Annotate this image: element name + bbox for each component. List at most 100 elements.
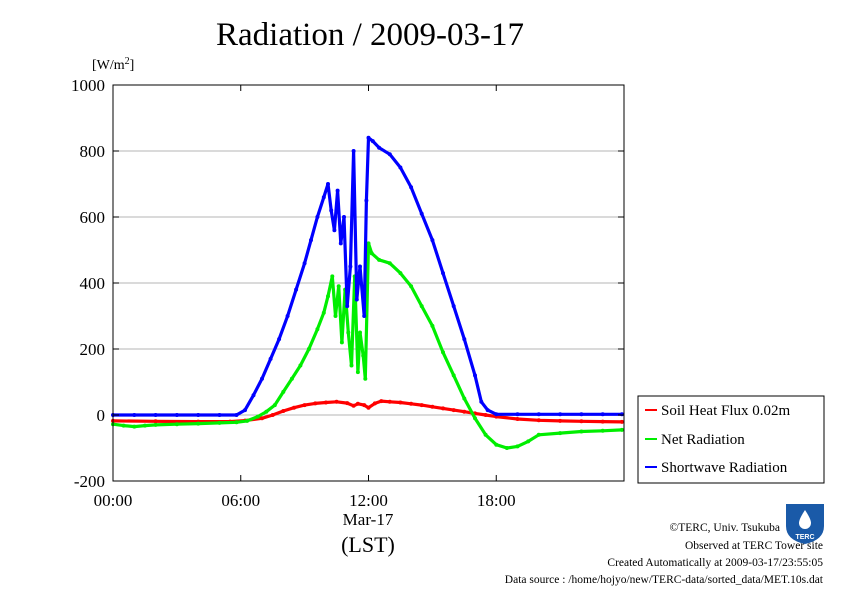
data-point-shortwave-radiation	[153, 412, 158, 417]
y-tick-label: 0	[97, 406, 106, 425]
data-point-shortwave-radiation	[440, 271, 445, 276]
data-point-soil-heat-flux-0-02m	[430, 404, 435, 409]
data-point-soil-heat-flux-0-02m	[462, 409, 467, 414]
data-point-soil-heat-flux-0-02m	[398, 400, 403, 405]
data-point-net-radiation	[504, 445, 509, 450]
data-point-soil-heat-flux-0-02m	[558, 418, 563, 423]
data-point-soil-heat-flux-0-02m	[600, 419, 605, 424]
data-point-net-radiation	[217, 420, 222, 425]
x-tick-label: 12:00	[349, 491, 388, 510]
data-point-shortwave-radiation	[398, 165, 403, 170]
data-point-soil-heat-flux-0-02m	[323, 400, 328, 405]
credit-line-created: Created Automatically at 2009-03-17/23:5…	[607, 557, 823, 569]
data-point-net-radiation	[579, 429, 584, 434]
data-point-shortwave-radiation	[366, 135, 371, 140]
data-point-net-radiation	[339, 340, 344, 345]
axis-tick-labels: -200 0 200 400 600 800 1000 00:00 06:00 12:00 18:0…	[71, 76, 516, 510]
chart-title: Radiation / 2009-03-17	[216, 17, 524, 53]
data-point-net-radiation	[451, 373, 456, 378]
data-point-net-radiation	[494, 442, 499, 447]
data-point-net-radiation	[536, 432, 541, 437]
y-unit-superscript: 2	[125, 56, 130, 67]
data-point-net-radiation	[363, 376, 368, 381]
data-point-shortwave-radiation	[294, 287, 299, 292]
data-point-net-radiation	[330, 274, 335, 279]
data-point-soil-heat-flux-0-02m	[579, 419, 584, 424]
data-point-shortwave-radiation	[354, 297, 359, 302]
data-point-shortwave-radiation	[332, 228, 337, 233]
logo-text: TERC	[795, 534, 814, 541]
data-point-shortwave-radiation	[357, 264, 362, 269]
series-line-net-radiation	[111, 241, 624, 450]
data-point-net-radiation	[483, 432, 488, 437]
data-point-soil-heat-flux-0-02m	[366, 405, 371, 410]
data-point-net-radiation	[264, 409, 269, 414]
data-point-soil-heat-flux-0-02m	[536, 418, 541, 423]
data-point-shortwave-radiation	[419, 211, 424, 216]
data-point-soil-heat-flux-0-02m	[355, 401, 360, 406]
data-point-shortwave-radiation	[579, 412, 584, 417]
data-point-net-radiation	[325, 294, 330, 299]
data-point-net-radiation	[315, 327, 320, 332]
data-point-shortwave-radiation	[351, 148, 356, 153]
data-point-soil-heat-flux-0-02m	[334, 399, 339, 404]
data-point-shortwave-radiation	[242, 408, 247, 413]
data-point-soil-heat-flux-0-02m	[291, 405, 296, 410]
legend-box	[637, 395, 825, 484]
data-point-shortwave-radiation	[362, 313, 367, 318]
y-unit-close: ]	[130, 58, 135, 73]
data-point-net-radiation	[132, 424, 137, 429]
credit-line-copyright: ©TERC, Univ. Tsukuba	[670, 522, 780, 534]
data-point-shortwave-radiation	[409, 185, 414, 190]
x-tick-label: 00:00	[94, 491, 133, 510]
data-point-net-radiation	[196, 421, 201, 426]
y-unit-base: [W/m	[92, 58, 125, 73]
data-point-shortwave-radiation	[174, 412, 179, 417]
data-point-shortwave-radiation	[430, 238, 435, 243]
y-tick-label: 400	[80, 274, 106, 293]
data-point-shortwave-radiation	[462, 337, 467, 342]
data-point-net-radiation	[398, 271, 403, 276]
data-point-soil-heat-flux-0-02m	[259, 416, 264, 421]
data-point-shortwave-radiation	[494, 412, 499, 417]
x-date-label: Mar-17	[343, 510, 394, 529]
series-line-shortwave-radiation	[111, 136, 624, 417]
data-point-net-radiation	[306, 346, 311, 351]
data-point-shortwave-radiation	[387, 152, 392, 157]
data-point-shortwave-radiation	[132, 412, 137, 417]
data-point-net-radiation	[153, 422, 158, 427]
x-tick-label: 06:00	[221, 491, 260, 510]
axis-ticks	[112, 84, 624, 482]
data-point-net-radiation	[440, 350, 445, 355]
data-point-shortwave-radiation	[485, 408, 490, 413]
data-point-shortwave-radiation	[377, 145, 382, 150]
data-point-shortwave-radiation	[302, 261, 307, 266]
data-point-shortwave-radiation	[479, 399, 484, 404]
data-point-net-radiation	[281, 389, 286, 394]
data-point-shortwave-radiation	[370, 139, 375, 144]
y-tick-label: -200	[74, 472, 105, 491]
data-point-soil-heat-flux-0-02m	[483, 412, 488, 417]
legend: Soil Heat Flux 0.02m Net Radiation Short…	[637, 395, 825, 484]
data-point-net-radiation	[419, 304, 424, 309]
data-point-net-radiation	[349, 363, 354, 368]
data-point-net-radiation	[462, 396, 467, 401]
legend-label-shortwave-radiation: Shortwave Radiation	[661, 460, 788, 476]
data-point-net-radiation	[430, 323, 435, 328]
data-point-shortwave-radiation	[472, 373, 477, 378]
y-tick-label: 600	[80, 208, 106, 227]
data-point-shortwave-radiation	[600, 412, 605, 417]
series-line-soil-heat-flux-0-02m	[111, 399, 624, 424]
y-unit-label: [W/m2]	[92, 56, 134, 73]
credit-line-source: Data source : /home/hojyo/new/TERC-data/…	[505, 574, 824, 586]
data-point-net-radiation	[289, 376, 294, 381]
legend-label-soil-heat-flux: Soil Heat Flux 0.02m	[661, 403, 791, 419]
x-tick-label: 18:00	[477, 491, 516, 510]
data-point-shortwave-radiation	[558, 412, 563, 417]
data-point-soil-heat-flux-0-02m	[313, 401, 318, 406]
data-point-net-radiation	[321, 310, 326, 315]
data-point-shortwave-radiation	[196, 412, 201, 417]
data-point-soil-heat-flux-0-02m	[515, 416, 520, 421]
y-tick-label: 200	[80, 340, 106, 359]
